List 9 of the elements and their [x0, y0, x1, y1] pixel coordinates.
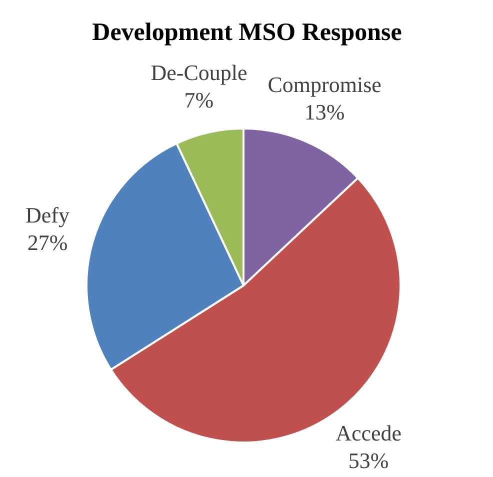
slice-label: Accede — [336, 420, 402, 446]
chart-title: Development MSO Response — [92, 19, 402, 46]
data-label: 13% — [304, 99, 345, 124]
slice-label: Compromise — [268, 72, 382, 97]
data-label: 7% — [184, 88, 214, 113]
data-label: 53% — [348, 448, 389, 474]
slice-label: De-Couple — [150, 60, 248, 86]
slice-label: Defy — [26, 202, 70, 228]
data-label: 27% — [27, 230, 68, 255]
